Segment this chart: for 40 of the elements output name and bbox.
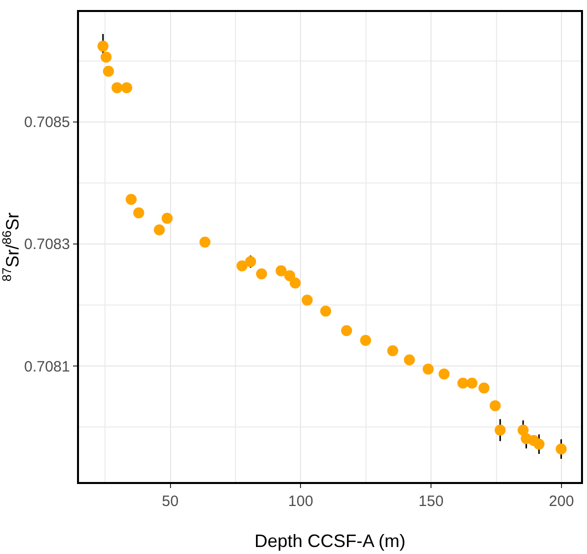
point xyxy=(478,382,490,394)
point xyxy=(199,236,210,248)
point xyxy=(534,438,545,450)
point xyxy=(276,265,287,276)
point xyxy=(284,270,296,282)
point xyxy=(518,424,529,436)
point xyxy=(466,378,478,389)
point xyxy=(494,424,506,436)
point xyxy=(102,66,114,77)
point xyxy=(438,368,450,380)
y-tick-label: 0.7083 xyxy=(24,236,70,254)
point xyxy=(154,224,165,236)
x-axis-title: Depth CCSF-A (m) xyxy=(254,531,406,551)
point xyxy=(341,325,352,336)
point xyxy=(121,82,132,94)
point xyxy=(556,444,567,455)
point xyxy=(404,354,415,366)
point xyxy=(422,364,434,375)
y-tick-label: 0.7085 xyxy=(24,114,70,132)
point xyxy=(320,306,332,317)
point xyxy=(112,82,123,94)
point xyxy=(245,256,256,268)
point xyxy=(290,278,301,289)
point xyxy=(302,294,313,306)
point xyxy=(490,400,501,412)
point xyxy=(133,207,144,218)
point xyxy=(97,40,108,52)
x-tick-label: 50 xyxy=(162,493,179,510)
x-tick-label: 100 xyxy=(288,493,314,510)
point xyxy=(236,260,248,272)
x-tick-label: 150 xyxy=(418,493,444,510)
point xyxy=(256,268,268,280)
point xyxy=(162,212,173,224)
point xyxy=(360,334,372,346)
y-tick-label: 0.7081 xyxy=(24,358,70,376)
x-tick-label: 200 xyxy=(548,493,574,510)
point xyxy=(457,378,468,389)
point xyxy=(126,194,137,205)
point xyxy=(387,345,398,356)
point xyxy=(100,52,112,63)
